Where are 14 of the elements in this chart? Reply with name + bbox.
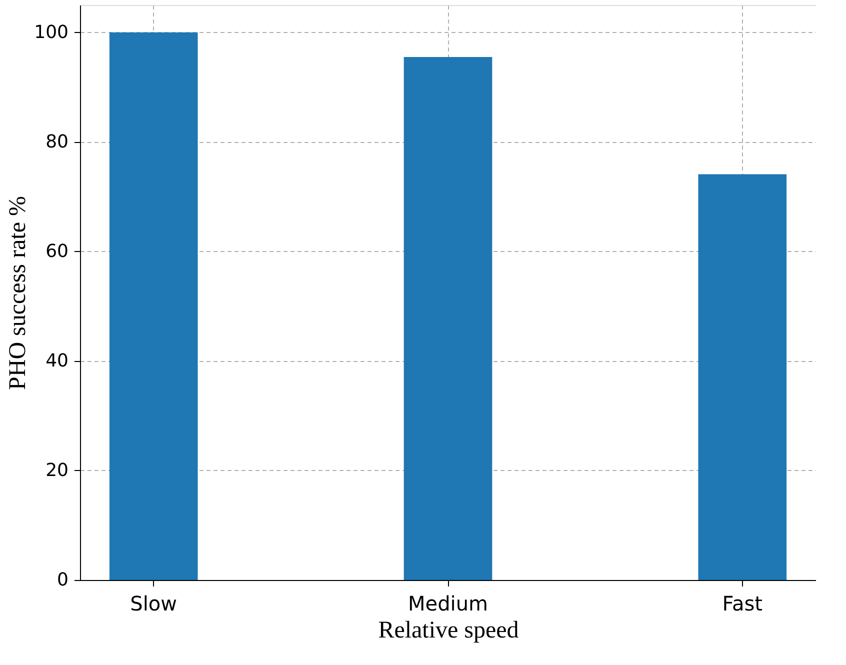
y-tick-label: 20 — [46, 460, 68, 481]
x-tick-label: Fast — [722, 592, 763, 616]
y-tick-label: 0 — [57, 570, 68, 590]
bar — [698, 174, 787, 580]
y-tick-label: 80 — [46, 131, 68, 152]
x-tick-label: Medium — [408, 592, 488, 616]
bar — [404, 57, 492, 580]
y-axis-title: PHO success rate % — [5, 196, 32, 390]
x-tick-label: Slow — [130, 592, 178, 616]
x-axis-title: Relative speed — [378, 618, 519, 644]
y-tick-label: 60 — [46, 240, 68, 262]
y-tick-label: 40 — [46, 350, 68, 372]
bar — [109, 32, 198, 580]
y-tick-label: 100 — [34, 22, 68, 43]
